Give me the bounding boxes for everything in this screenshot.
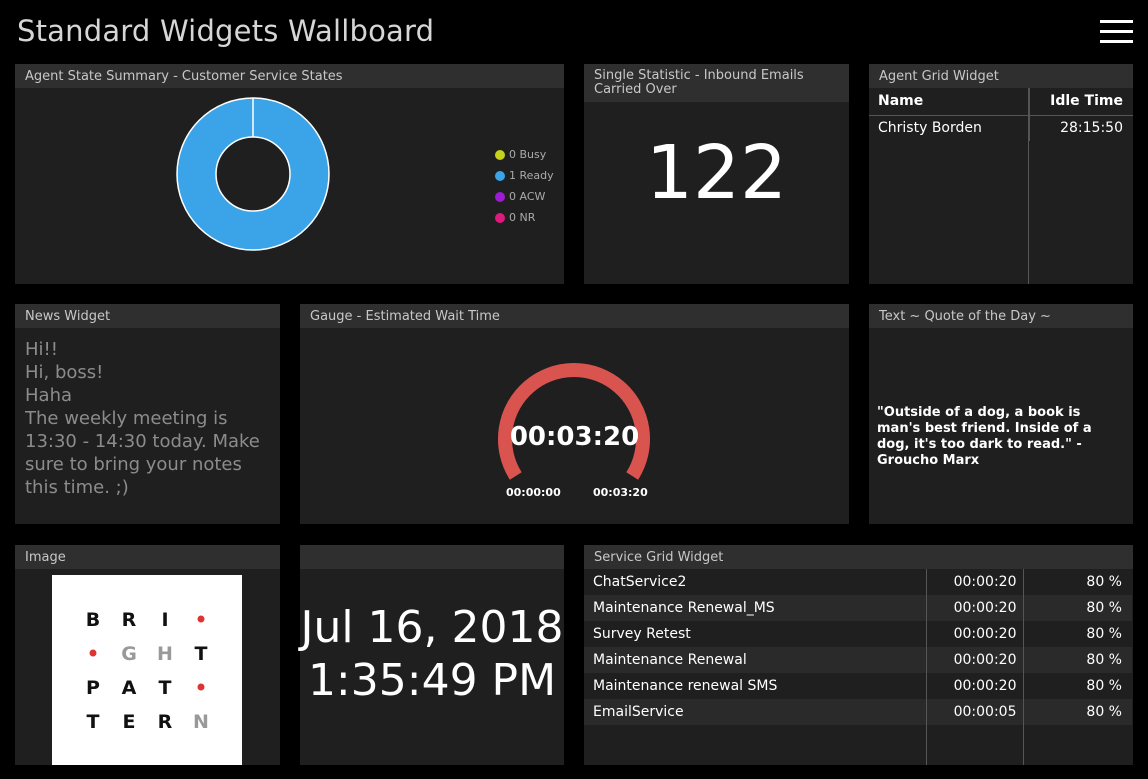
legend-label: 0 NR (509, 211, 536, 224)
donut-hole (215, 136, 291, 212)
image-widget: Image B R I G H T P A T T E R N (15, 545, 280, 765)
legend-label: 1 Ready (509, 169, 554, 182)
svg-text:E: E (123, 711, 136, 733)
svg-text:R: R (122, 609, 137, 631)
idle-time: 28:15:50 (1028, 115, 1133, 141)
svg-text:H: H (157, 643, 173, 665)
svg-text:G: G (121, 643, 137, 665)
service-percent: 80 % (1022, 673, 1132, 699)
single-statistic-widget: Single Statistic - Inbound Emails Carrie… (584, 64, 849, 284)
agent-grid-widget: Agent Grid Widget Name Idle Time Christy… (869, 64, 1133, 284)
svg-text:T: T (159, 677, 172, 699)
column-header-name[interactable]: Name (869, 88, 1029, 116)
table-row[interactable]: Survey Retest 00:00:20 80 % (584, 621, 1132, 647)
service-time: 00:00:20 (925, 595, 1023, 621)
gauge-max-label: 00:03:20 (593, 486, 648, 499)
column-header-idle-time[interactable]: Idle Time (1028, 88, 1133, 116)
legend-dot (495, 212, 505, 223)
service-percent: 80 % (1022, 647, 1132, 673)
svg-text:I: I (161, 609, 168, 631)
table-row[interactable]: Christy Borden 28:15:50 (869, 115, 1133, 141)
widget-title: Agent Grid Widget (869, 64, 1133, 88)
gauge-widget: Gauge - Estimated Wait Time 00:03:20 00:… (300, 304, 849, 524)
news-ticker: Hi!! Hi, boss! Haha The weekly meeting i… (25, 338, 275, 514)
service-time: 00:00:05 (925, 699, 1023, 725)
svg-text:R: R (158, 711, 173, 733)
agent-state-widget: Agent State Summary - Customer Service S… (15, 64, 564, 284)
news-item: Hi!! (25, 339, 58, 360)
hamburger-menu-icon[interactable] (1100, 20, 1133, 44)
bright-pattern-logo: B R I G H T P A T T E R N (52, 575, 242, 765)
time-text: 1:35:49 PM (307, 655, 557, 706)
widget-title: Single Statistic - Inbound Emails Carrie… (584, 64, 849, 102)
service-name: Maintenance Renewal (584, 647, 926, 673)
quote-text: "Outside of a dog, a book is man's best … (877, 405, 1092, 468)
column-divider (1028, 88, 1029, 284)
news-item: The weekly meeting is 13:30 - 14:30 toda… (25, 408, 260, 498)
chart-legend: 0 Busy 1 Ready 0 ACW 0 NR (495, 144, 554, 228)
legend-dot (495, 170, 505, 181)
svg-text:P: P (86, 677, 100, 699)
date-time-display: Jul 16, 2018 1:35:49 PM (300, 601, 564, 707)
legend-label: 0 ACW (509, 190, 546, 203)
service-percent: 80 % (1022, 595, 1132, 621)
service-percent: 80 % (1022, 621, 1132, 647)
svg-text:T: T (87, 711, 100, 733)
gauge-fill (498, 363, 650, 480)
table-row[interactable]: Maintenance Renewal_MS 00:00:20 80 % (584, 595, 1132, 621)
news-widget: News Widget Hi!! Hi, boss! Haha The week… (15, 304, 280, 524)
legend-item-busy[interactable]: 0 Busy (495, 144, 554, 165)
legend-dot (495, 191, 505, 202)
agent-grid-table: Name Idle Time Christy Borden 28:15:50 (869, 88, 1133, 141)
svg-text:B: B (86, 609, 100, 631)
news-item: Haha (25, 385, 73, 406)
service-name: ChatService2 (593, 574, 687, 590)
table-row[interactable]: EmailService 00:00:05 80 % (584, 699, 1132, 725)
statistic-value: 122 (645, 130, 788, 216)
legend-item-nr[interactable]: 0 NR (495, 207, 554, 228)
gauge-arc (498, 363, 650, 480)
table-row[interactable]: Maintenance renewal SMS 00:00:20 80 % (584, 673, 1132, 699)
legend-item-acw[interactable]: 0 ACW (495, 186, 554, 207)
legend-dot (495, 149, 505, 160)
widget-title: Gauge - Estimated Wait Time (300, 304, 849, 328)
widget-title (300, 545, 564, 569)
service-grid-widget: Service Grid Widget ChatService2 00:00:2… (584, 545, 1133, 765)
service-time: 00:00:20 (925, 621, 1023, 647)
news-item: Hi, boss! (25, 362, 104, 383)
agent-name: Christy Borden (878, 120, 982, 137)
legend-label: 0 Busy (509, 148, 547, 161)
service-name: Maintenance renewal SMS (593, 678, 778, 694)
widget-title: News Widget (15, 304, 280, 328)
svg-text:A: A (122, 677, 137, 699)
service-time: 00:00:20 (925, 569, 1023, 595)
widget-title: Image (15, 545, 280, 569)
service-name: Survey Retest (593, 626, 691, 642)
date-text: Jul 16, 2018 (300, 602, 564, 653)
donut-chart (176, 97, 330, 251)
page-title: Standard Widgets Wallboard (17, 14, 435, 48)
service-percent: 80 % (1022, 699, 1132, 725)
legend-item-ready[interactable]: 1 Ready (495, 165, 554, 186)
service-time: 00:00:20 (925, 647, 1023, 673)
widget-title: Service Grid Widget (584, 545, 1133, 569)
svg-text:N: N (193, 711, 209, 733)
service-percent: 80 % (1022, 569, 1132, 595)
service-time: 00:00:20 (925, 673, 1023, 699)
gauge-value: 00:03:20 (509, 422, 640, 452)
widget-title: Text ~ Quote of the Day ~ (869, 304, 1133, 328)
gauge-min-label: 00:00:00 (506, 486, 561, 499)
service-name: Maintenance Renewal_MS (584, 595, 926, 621)
quote-widget: Text ~ Quote of the Day ~ "Outside of a … (869, 304, 1133, 524)
service-name: EmailService (584, 699, 926, 725)
service-grid-table: ChatService2 00:00:20 80 % Maintenance R… (584, 569, 1132, 725)
svg-text:T: T (195, 643, 208, 665)
widget-title: Agent State Summary - Customer Service S… (15, 64, 564, 88)
table-row[interactable]: ChatService2 00:00:20 80 % (584, 569, 1132, 595)
table-row[interactable]: Maintenance Renewal 00:00:20 80 % (584, 647, 1132, 673)
clock-widget: Jul 16, 2018 1:35:49 PM (300, 545, 564, 765)
